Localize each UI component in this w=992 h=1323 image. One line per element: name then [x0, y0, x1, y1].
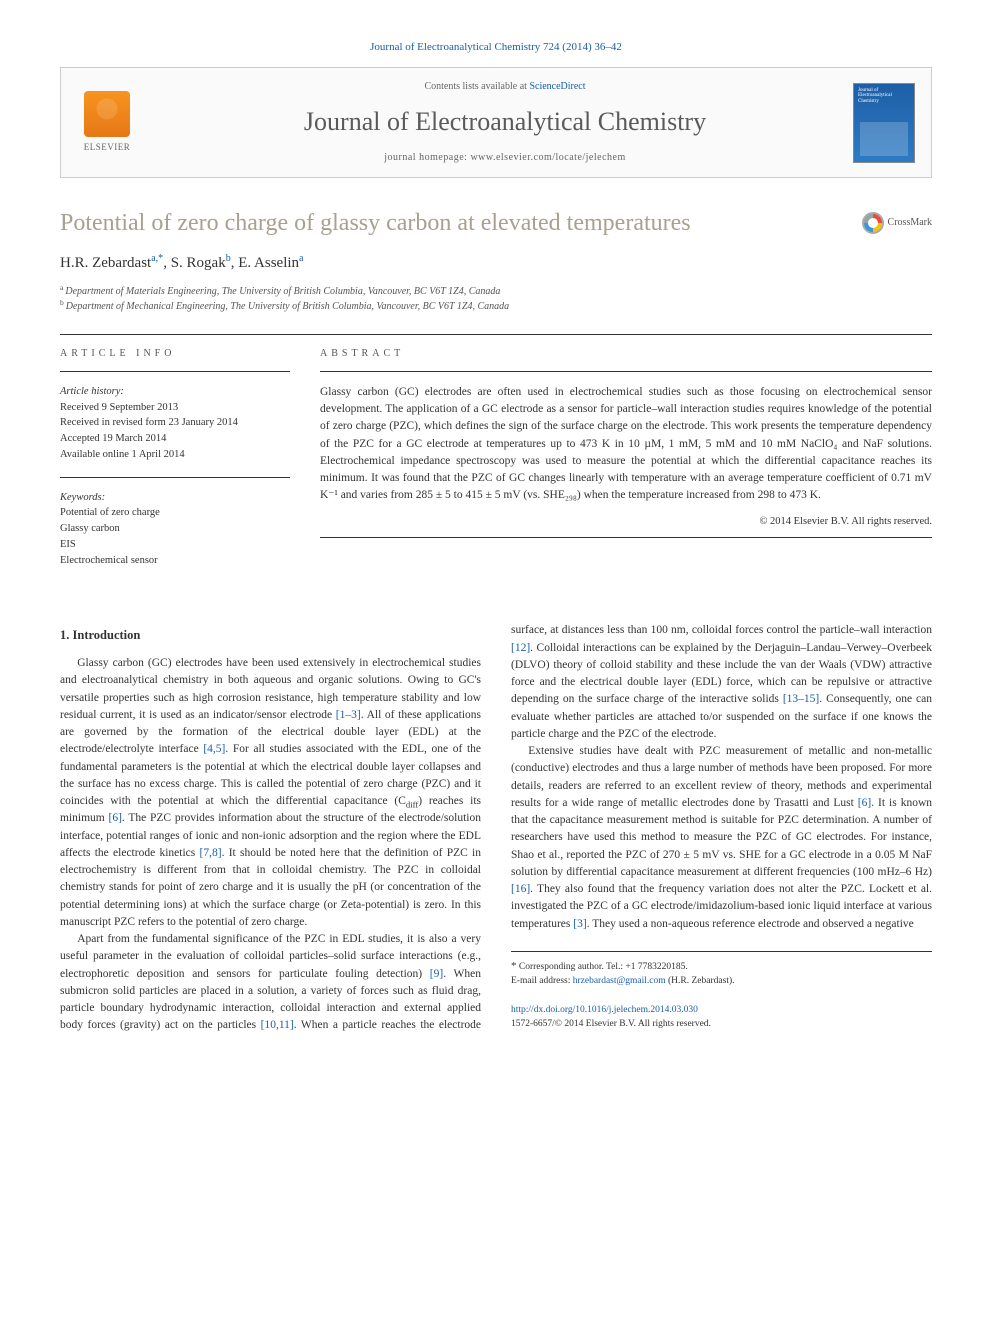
info-divider-2 — [60, 477, 290, 478]
elsevier-logo[interactable]: ELSEVIER — [77, 88, 137, 158]
affiliations: aDepartment of Materials Engineering, Th… — [60, 284, 932, 314]
homepage-prefix: journal homepage: — [384, 152, 470, 163]
info-abstract-row: ARTICLE INFO Article history: Received 9… — [60, 347, 932, 583]
contents-prefix: Contents lists available at — [424, 81, 529, 92]
affiliation-b: bDepartment of Mechanical Engineering, T… — [60, 299, 932, 314]
ref-6[interactable]: [6] — [109, 812, 122, 824]
ref-13-15[interactable]: [13–15] — [783, 693, 819, 705]
affil-b-text: Department of Mechanical Engineering, Th… — [66, 301, 509, 312]
author-3-sup: a — [299, 253, 303, 264]
author-3[interactable]: E. Asselin — [238, 255, 299, 271]
article-history: Article history: Received 9 September 20… — [60, 384, 290, 463]
journal-name: Journal of Electroanalytical Chemistry — [157, 104, 853, 140]
author-2[interactable]: S. Rogak — [171, 255, 226, 271]
keyword-1: Potential of zero charge — [60, 505, 290, 521]
author-list: H.R. Zebardasta,*, S. Rogakb, E. Asselin… — [60, 253, 932, 274]
ref-3b[interactable]: [3] — [573, 918, 586, 930]
info-divider — [60, 371, 290, 372]
sciencedirect-link[interactable]: ScienceDirect — [529, 81, 585, 92]
ref-7-8[interactable]: [7,8] — [200, 847, 222, 859]
cover-title: Journal of Electroanalytical Chemistry — [858, 88, 910, 105]
affiliation-a: aDepartment of Materials Engineering, Th… — [60, 284, 932, 299]
author-2-sup: b — [226, 253, 231, 264]
p3-text-d: . They used a non-aqueous reference elec… — [587, 918, 914, 930]
elsevier-label: ELSEVIER — [84, 141, 131, 154]
banner-center: Contents lists available at ScienceDirec… — [157, 80, 853, 164]
abstract-label: ABSTRACT — [320, 347, 932, 361]
keyword-3: EIS — [60, 537, 290, 553]
journal-cover-thumbnail[interactable]: Journal of Electroanalytical Chemistry — [853, 83, 915, 163]
p3-text-b: . It is known that the capacitance measu… — [511, 797, 932, 878]
corr-email-name: (H.R. Zebardast). — [668, 976, 734, 986]
affil-b-sup: b — [60, 298, 64, 307]
elsevier-tree-icon — [84, 91, 130, 137]
p2-text-b: and sensors for particulate fouling dete… — [192, 968, 430, 980]
issn-copyright: 1572-6657/© 2014 Elsevier B.V. All right… — [511, 1017, 932, 1031]
history-online: Available online 1 April 2014 — [60, 447, 290, 463]
section-1-heading: 1. Introduction — [60, 626, 481, 645]
crossmark-badge[interactable]: CrossMark — [862, 212, 932, 234]
article-info-column: ARTICLE INFO Article history: Received 9… — [60, 347, 290, 583]
affil-a-sup: a — [60, 283, 63, 292]
paragraph-3: Extensive studies have dealt with PZC me… — [511, 743, 932, 933]
ref-6b[interactable]: [6] — [858, 797, 871, 809]
keyword-2: Glassy carbon — [60, 521, 290, 537]
journal-homepage: journal homepage: www.elsevier.com/locat… — [157, 151, 853, 165]
article-title: Potential of zero charge of glassy carbo… — [60, 208, 932, 239]
abstract-divider-bottom — [320, 537, 932, 538]
author-1[interactable]: H.R. Zebardast — [60, 255, 151, 271]
article-info-label: ARTICLE INFO — [60, 347, 290, 361]
affil-a-text: Department of Materials Engineering, The… — [65, 286, 500, 297]
homepage-url[interactable]: www.elsevier.com/locate/jelechem — [470, 152, 625, 163]
abstract-column: ABSTRACT Glassy carbon (GC) electrodes a… — [320, 347, 932, 583]
abstract-divider — [320, 371, 932, 372]
crossmark-label: CrossMark — [888, 216, 932, 230]
ref-16[interactable]: [16] — [511, 883, 530, 895]
corr-star-icon: * — [511, 960, 517, 972]
keyword-4: Electrochemical sensor — [60, 553, 290, 569]
doi-link[interactable]: http://dx.doi.org/10.1016/j.jelechem.201… — [511, 1003, 932, 1017]
header-citation[interactable]: Journal of Electroanalytical Chemistry 7… — [60, 40, 932, 55]
ref-9[interactable]: [9] — [430, 968, 443, 980]
history-revised: Received in revised form 23 January 2014 — [60, 415, 290, 431]
cdiff-sub: diff — [406, 800, 418, 810]
journal-banner: ELSEVIER Contents lists available at Sci… — [60, 67, 932, 177]
ref-4-5[interactable]: [4,5] — [203, 743, 225, 755]
ref-12[interactable]: [12] — [511, 642, 530, 654]
paragraph-1: Glassy carbon (GC) electrodes have been … — [60, 655, 481, 931]
corresponding-author-footnote: * Corresponding author. Tel.: +1 7783220… — [511, 951, 932, 989]
history-label: Article history: — [60, 384, 290, 400]
article-body: 1. Introduction Glassy carbon (GC) elect… — [60, 622, 932, 1034]
corr-text: Corresponding author. Tel.: +1 778322018… — [519, 962, 688, 972]
author-1-sup: a,* — [151, 253, 163, 264]
abstract-copyright: © 2014 Elsevier B.V. All rights reserved… — [320, 515, 932, 530]
history-received: Received 9 September 2013 — [60, 400, 290, 416]
p1-text-f: . It should be noted here that the defin… — [60, 847, 481, 928]
contents-lists-line: Contents lists available at ScienceDirec… — [157, 80, 853, 94]
divider-top — [60, 334, 932, 335]
email-label: E-mail address: — [511, 976, 570, 986]
history-accepted: Accepted 19 March 2014 — [60, 431, 290, 447]
corr-email-link[interactable]: hrzebardast@gmail.com — [573, 976, 666, 986]
ref-1-3[interactable]: [1–3] — [336, 709, 361, 721]
keywords-label: Keywords: — [60, 490, 290, 506]
ref-10-11[interactable]: [10,11] — [261, 1019, 294, 1031]
keywords-block: Keywords: Potential of zero charge Glass… — [60, 490, 290, 569]
abstract-text: Glassy carbon (GC) electrodes are often … — [320, 384, 932, 505]
crossmark-icon — [862, 212, 884, 234]
cover-art — [860, 122, 908, 156]
doi-block: http://dx.doi.org/10.1016/j.jelechem.201… — [511, 1003, 932, 1032]
